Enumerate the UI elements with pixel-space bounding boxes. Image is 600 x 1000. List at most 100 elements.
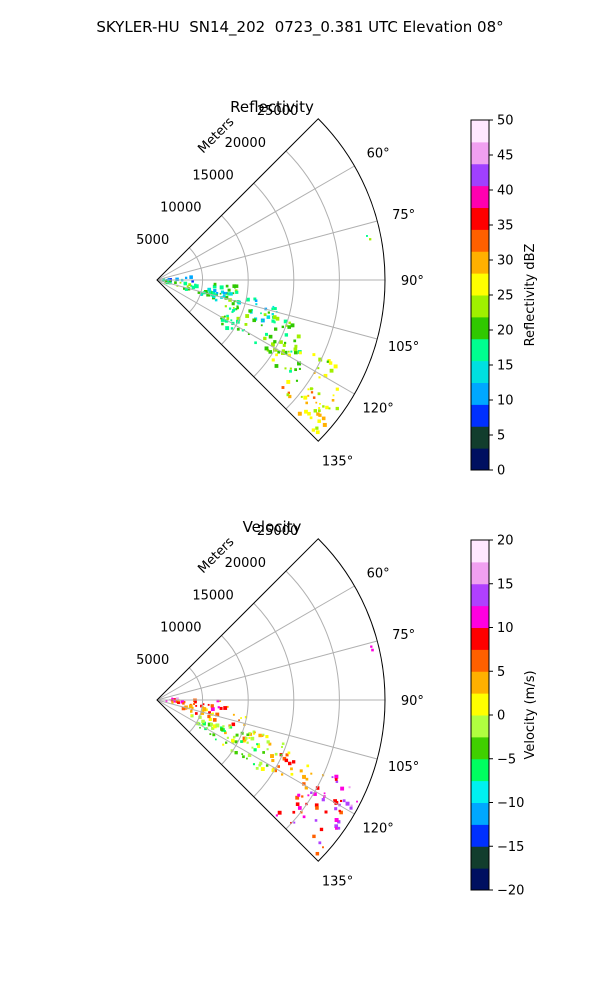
echo-cell (254, 341, 257, 345)
echo-cell (326, 360, 330, 363)
echo-cell (298, 351, 302, 355)
echo-cell (244, 738, 247, 742)
echo-cell (238, 719, 240, 722)
echo-cell (307, 394, 310, 397)
echo-cell (293, 347, 298, 352)
echo-cell (275, 316, 280, 321)
echo-cell (279, 340, 283, 344)
echo-cell (252, 318, 256, 323)
echo-cell (191, 285, 195, 290)
echo-cell (317, 392, 321, 396)
echo-cell (349, 806, 353, 810)
colorbar-tick-label: 30 (497, 254, 514, 269)
echo-cell (234, 740, 238, 744)
echo-cell (209, 722, 214, 726)
colorbar-tick-label: 15 (497, 577, 514, 592)
echo-cell (189, 275, 193, 279)
echo-cell (339, 810, 343, 815)
echo-cell (184, 287, 188, 291)
echo-cell (244, 715, 248, 719)
echo-cell (177, 701, 180, 705)
echo-cell (317, 367, 320, 370)
colorbar-swatch (471, 163, 489, 187)
echo-cell (309, 387, 313, 391)
echo-cell (371, 648, 374, 652)
echo-cell (313, 409, 317, 413)
echo-cell (369, 238, 372, 241)
colorbar-tick-label: 5 (497, 429, 505, 444)
echo-cell (173, 700, 176, 703)
echo-cell (207, 287, 212, 292)
echo-cell (247, 333, 250, 336)
echo-cell (287, 391, 291, 395)
colorbar-swatch (471, 824, 489, 847)
echo-cell (287, 325, 291, 329)
echo-cell (274, 327, 278, 331)
echo-cell (310, 772, 313, 775)
echo-cell (231, 741, 234, 744)
echo-cell (283, 319, 288, 324)
azimuth-grid-line (156, 585, 355, 701)
echo-cell (232, 292, 235, 295)
echo-cell (255, 303, 258, 306)
echo-cell (290, 767, 293, 771)
echo-cell (200, 704, 203, 708)
echo-cell (169, 281, 172, 285)
echo-cell (287, 350, 290, 353)
echo-cell (268, 742, 272, 746)
echo-cell (328, 361, 333, 365)
echo-cell (171, 697, 173, 700)
echo-cell (190, 714, 193, 717)
echo-cell (290, 323, 295, 328)
echo-cell (263, 336, 267, 341)
echo-cell (253, 297, 257, 301)
echo-cell (318, 407, 321, 410)
echo-region (281, 379, 339, 435)
echo-cell (313, 792, 317, 796)
echo-cell (258, 743, 260, 746)
echo-cell (165, 699, 168, 702)
echo-cell (213, 293, 217, 297)
range-tick-label: 5000 (136, 233, 169, 248)
echo-cell (304, 786, 308, 790)
colorbar-label: Velocity (m/s) (523, 670, 538, 759)
azimuth-tick-label: 75° (392, 628, 415, 643)
echo-cell (247, 753, 252, 758)
echo-cell (183, 700, 186, 704)
range-tick-label: 5000 (136, 653, 169, 668)
echo-cell (248, 732, 251, 735)
echo-cell (281, 325, 285, 329)
azimuth-tick-label: 60° (367, 566, 390, 581)
echo-cell (334, 824, 339, 828)
echo-cell (188, 704, 193, 709)
echo-cell (323, 792, 326, 795)
echo-cell (206, 292, 211, 297)
echo-cell (174, 281, 177, 284)
echo-cell (234, 751, 238, 755)
colorbar-swatch (471, 627, 489, 650)
echo-cell (297, 411, 302, 416)
echo-cell (242, 755, 245, 759)
echo-cell (275, 353, 278, 357)
echo-cell (302, 782, 306, 786)
azimuth-tick-label: 60° (367, 146, 390, 161)
echo-cell (267, 311, 270, 314)
azimuth-tick-label: 135° (322, 875, 353, 890)
echo-cell (200, 292, 203, 295)
echo-cell (226, 314, 229, 318)
colorbar-swatch (471, 120, 489, 143)
colorbar-tick-label: 10 (497, 621, 514, 636)
echo-cell (217, 706, 220, 709)
colorbar-swatch (471, 207, 489, 230)
echo-cell (241, 329, 244, 332)
echo-cell (295, 802, 300, 806)
echo-cell (219, 706, 223, 710)
echo-cell (222, 743, 225, 746)
echo-cell (266, 748, 269, 751)
echo-cell (220, 727, 224, 732)
echo-cell (224, 305, 227, 308)
echo-cell (270, 342, 275, 347)
echo-cell (236, 306, 239, 310)
echo-cell (318, 376, 321, 379)
echo-cell (322, 422, 327, 427)
